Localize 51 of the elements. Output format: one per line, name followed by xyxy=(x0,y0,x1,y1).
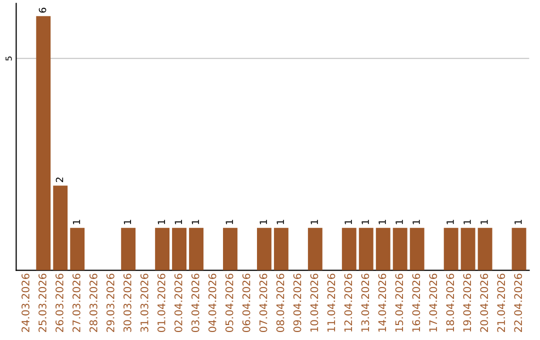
x-tick-label: 28.03.2026 xyxy=(89,274,98,332)
x-tick-label: 15.04.2026 xyxy=(395,274,404,332)
x-tick-label: 19.04.2026 xyxy=(463,274,472,332)
x-tick-label: 21.04.2026 xyxy=(497,274,506,332)
data-label: 1 xyxy=(446,220,454,224)
x-tick-label: 16.04.2026 xyxy=(412,274,420,332)
x-tick-label: 29.03.2026 xyxy=(106,274,114,332)
x-tick-label: 11.04.2026 xyxy=(327,274,336,332)
data-label: 6 xyxy=(38,8,46,13)
data-label: 1 xyxy=(226,220,233,224)
data-label: 1 xyxy=(158,220,165,224)
data-label: 2 xyxy=(56,178,64,182)
x-tick-label: 04.04.2026 xyxy=(208,274,216,332)
data-label: 1 xyxy=(378,220,386,224)
x-tick-label: 10.04.2026 xyxy=(310,274,318,332)
x-tick-label: 02.04.2026 xyxy=(174,274,182,332)
data-label: 1 xyxy=(174,220,182,224)
x-tick-label: 07.04.2026 xyxy=(259,274,268,332)
x-tick-label: 09.04.2026 xyxy=(293,274,302,332)
x-tick-label: 01.04.2026 xyxy=(157,274,166,332)
y-tick-label: 5 xyxy=(6,56,12,60)
x-tick-label: 06.04.2026 xyxy=(242,274,250,332)
x-tick-label: 08.04.2026 xyxy=(276,274,284,332)
x-tick-label: 12.04.2026 xyxy=(344,274,352,332)
x-tick-label: 14.04.2026 xyxy=(378,274,386,332)
data-label: 1 xyxy=(480,220,488,224)
x-tick-label: 31.03.2026 xyxy=(140,274,148,332)
x-tick-label: 03.04.2026 xyxy=(191,274,200,332)
data-label: 1 xyxy=(514,220,522,224)
x-tick-label: 17.04.2026 xyxy=(429,274,438,332)
data-label: 1 xyxy=(310,220,318,224)
data-label: 1 xyxy=(124,220,131,224)
x-tick-label: 27.03.2026 xyxy=(72,274,80,332)
data-label: 1 xyxy=(260,220,267,224)
data-label: 1 xyxy=(276,220,284,224)
x-tick-label: 18.04.2026 xyxy=(446,274,454,332)
x-tick-label: 13.04.2026 xyxy=(361,274,370,332)
data-label: 1 xyxy=(192,220,199,224)
x-tick-label: 24.03.2026 xyxy=(22,274,30,332)
data-label: 1 xyxy=(362,220,369,224)
data-label: 1 xyxy=(72,220,80,224)
data-label: 1 xyxy=(344,220,352,224)
data-label: 1 xyxy=(464,220,471,224)
x-tick-label: 25.03.2026 xyxy=(38,274,46,332)
x-tick-label: 20.04.2026 xyxy=(480,274,488,332)
data-label: 1 xyxy=(396,220,403,224)
data-label: 1 xyxy=(412,220,420,224)
x-tick-label: 22.04.2026 xyxy=(514,274,522,332)
x-tick-label: 05.04.2026 xyxy=(225,274,234,332)
x-tick-label: 30.03.2026 xyxy=(123,274,132,332)
x-tick-label: 26.03.2026 xyxy=(56,274,64,332)
